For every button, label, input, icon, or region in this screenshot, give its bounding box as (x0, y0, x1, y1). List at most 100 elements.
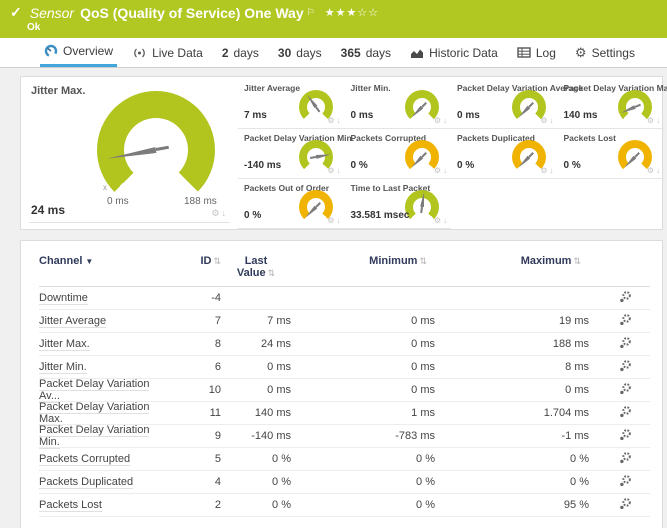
tab-label: days (365, 45, 392, 60)
tile-download-icon[interactable]: ↓ (443, 166, 447, 175)
tile-download-icon[interactable]: ↓ (656, 166, 660, 175)
channel-link[interactable]: Packet Delay Variation Min. (39, 424, 150, 449)
rating-stars[interactable]: ★★★☆☆ (324, 7, 380, 19)
mini-gauge (511, 90, 546, 124)
channel-id: 4 (214, 476, 221, 488)
gauge-value: 140 ms (563, 110, 598, 121)
tab-historic-data[interactable]: Historic Data (406, 38, 502, 67)
gauge-title: Packets Duplicated (457, 133, 535, 143)
channel-link[interactable]: Packets Duplicated (39, 476, 134, 489)
channel-last-value: 0 % (272, 453, 291, 465)
channel-edit-icon[interactable] (619, 474, 632, 487)
tab-label: days (296, 45, 322, 60)
channel-link[interactable]: Packets Lost (39, 499, 102, 512)
channel-link[interactable]: Downtime (39, 292, 88, 305)
gauge-title: Packet Delay Variation Min. (244, 133, 355, 143)
channel-link[interactable]: Packet Delay Variation Av... (39, 378, 150, 403)
tile-download-icon[interactable]: ↓ (221, 208, 227, 218)
table-row: Packets Duplicated 4 0 % 0 % 0 % (39, 471, 650, 494)
sort-icon[interactable]: ⇅ (213, 256, 221, 266)
tile-gear-icon[interactable]: ⚙ (646, 166, 654, 175)
channel-edit-icon[interactable] (619, 451, 632, 464)
gauge-tile-pdv-min[interactable]: Packet Delay Variation Min. -140 ms ⚙ ↓ (238, 129, 354, 179)
channel-maximum: 8 ms (565, 361, 589, 373)
channel-edit-icon[interactable] (619, 405, 632, 418)
tab-live-data[interactable]: Live Data (128, 38, 207, 67)
tab-log[interactable]: Log (513, 38, 560, 67)
channel-edit-icon[interactable] (619, 313, 632, 326)
mini-gauge (618, 140, 652, 174)
tab-2-days[interactable]: 2 days (218, 38, 263, 67)
column-header-channel[interactable]: Channel (39, 255, 83, 267)
gauge-tile-time-to-last-packet[interactable]: Time to Last Packet 33.581 msec ⚙ ↓ (344, 179, 451, 229)
gauge-tile-packets-duplicated[interactable]: Packets Duplicated 0 % ⚙ ↓ (451, 129, 558, 179)
table-header: Channel ▼ ID ⇅ Last Value ⇅ Minimum ⇅ Maximu… (39, 255, 650, 287)
channel-edit-icon[interactable] (619, 382, 632, 395)
tile-gear-icon[interactable]: ⚙ (433, 216, 441, 225)
channel-link[interactable]: Jitter Max. (39, 338, 90, 351)
tab-label: Settings (591, 45, 635, 60)
channel-edit-icon[interactable] (619, 290, 632, 303)
channel-minimum: 0 ms (411, 361, 435, 373)
tile-gear-icon[interactable]: ⚙ (327, 216, 335, 225)
column-header-id[interactable]: ID (200, 255, 212, 267)
channel-link[interactable]: Packets Corrupted (39, 453, 131, 466)
tile-download-icon[interactable]: ↓ (336, 166, 341, 175)
tab-30-days[interactable]: 30 days (274, 38, 326, 67)
channel-maximum: 0 ms (565, 384, 589, 396)
tile-gear-icon[interactable]: ⚙ (540, 116, 548, 125)
tile-gear-icon[interactable]: ⚙ (540, 166, 548, 175)
tile-download-icon[interactable]: ↓ (443, 116, 447, 125)
tile-download-icon[interactable]: ↓ (549, 166, 554, 175)
small-gauge-grid: Jitter Average 7 ms ⚙ ↓ Jitter Min. 0 ms … (238, 79, 667, 229)
channel-last-value: 140 ms (254, 407, 291, 419)
tab-number: 365 (340, 45, 361, 60)
column-header-maximum[interactable]: Maximum (520, 255, 572, 267)
flag-icon[interactable]: ⚐ (306, 7, 315, 17)
mini-gauge (405, 190, 439, 224)
sort-icon[interactable]: ⇅ (419, 256, 427, 266)
table-row: Packet Delay Variation Min. 9 -140 ms -7… (39, 424, 650, 449)
gauge-tile-packets-out-of-order[interactable]: Packets Out of Order 0 % ⚙ ↓ (238, 179, 345, 229)
column-header-last-value[interactable]: Last Value (236, 255, 268, 279)
channel-edit-icon[interactable] (619, 359, 632, 372)
tab-overview[interactable]: Overview (40, 38, 118, 67)
tab-365-days[interactable]: 365 days (337, 38, 395, 67)
tile-gear-icon[interactable]: ⚙ (327, 166, 335, 175)
channel-edit-icon[interactable] (619, 428, 632, 441)
channel-edit-icon[interactable] (619, 336, 632, 349)
channel-maximum: 0 % (570, 476, 589, 488)
channel-link[interactable]: Packet Delay Variation Max. (39, 401, 150, 426)
tab-label: Historic Data (429, 45, 498, 60)
column-header-minimum[interactable]: Minimum (369, 255, 418, 267)
tile-download-icon[interactable]: ↓ (336, 116, 341, 125)
gauge-tile-jitter-min[interactable]: Jitter Min. 0 ms ⚙ ↓ (344, 79, 451, 129)
sort-desc-icon[interactable]: ▼ (85, 257, 94, 266)
tile-gear-icon[interactable]: ⚙ (211, 208, 220, 218)
tile-gear-icon[interactable]: ⚙ (327, 116, 335, 125)
channel-id: -4 (211, 292, 221, 304)
channel-link[interactable]: Jitter Average (39, 315, 107, 328)
tile-gear-icon[interactable]: ⚙ (433, 166, 441, 175)
sort-icon[interactable]: ⇅ (267, 268, 276, 278)
gauge-tile-pdv-average[interactable]: Packet Delay Variation Average 0 ms ⚙ ↓ (451, 79, 583, 129)
channel-edit-icon[interactable] (619, 497, 632, 510)
tab-settings[interactable]: ⚙ Settings (571, 38, 639, 67)
sort-icon[interactable]: ⇅ (573, 256, 581, 266)
gauge-tile-jitter-max[interactable]: Jitter Max. x 0 ms 188 ms 24 ms ⚙ ↓ (21, 77, 236, 229)
tile-gear-icon[interactable]: ⚙ (646, 116, 654, 125)
tile-download-icon[interactable]: ↓ (549, 116, 554, 125)
channel-link[interactable]: Jitter Min. (39, 361, 87, 374)
mini-gauge (618, 90, 652, 124)
tile-download-icon[interactable]: ↓ (443, 216, 447, 225)
gauge-tile-packets-lost[interactable]: Packets Lost 0 % ⚙ ↓ (557, 129, 664, 179)
channel-maximum: -1 ms (561, 430, 590, 442)
gauge-tile-packets-corrupted[interactable]: Packets Corrupted 0 % ⚙ ↓ (344, 129, 451, 179)
tile-download-icon[interactable]: ↓ (336, 216, 341, 225)
tile-download-icon[interactable]: ↓ (656, 116, 660, 125)
gauge-tile-jitter-average[interactable]: Jitter Average 7 ms ⚙ ↓ (238, 79, 345, 129)
gauge-tile-pdv-max[interactable]: Packet Delay Variation Max. 140 ms ⚙ ↓ (557, 79, 667, 129)
channel-maximum: 188 ms (552, 338, 589, 350)
gauge-title: Packets Lost (563, 133, 616, 143)
tile-gear-icon[interactable]: ⚙ (433, 116, 441, 125)
